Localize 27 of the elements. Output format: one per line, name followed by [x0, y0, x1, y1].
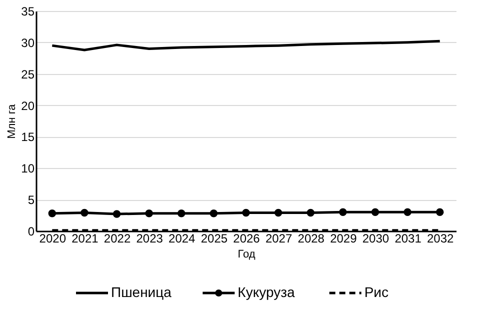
x-tick-label: 2020 — [39, 232, 66, 246]
x-tick-label: 2024 — [168, 232, 196, 246]
y-tick-label: 35 — [21, 4, 35, 18]
legend-label: Кукуруза — [238, 284, 295, 300]
y-tick-label: 25 — [21, 67, 35, 82]
legend-label: Пшеница — [111, 284, 172, 300]
x-tick-label: 2032 — [426, 232, 454, 246]
x-tick-label: 2021 — [72, 232, 99, 246]
x-tick-label: 2023 — [136, 232, 164, 246]
y-tick-label: 15 — [21, 130, 35, 144]
y-tick-label: 10 — [21, 162, 35, 176]
x-tick-label: 2025 — [200, 232, 228, 246]
x-axis-title: Год — [238, 248, 256, 260]
legend-label: Рис — [364, 284, 389, 300]
y-tick-label: 20 — [21, 98, 35, 113]
x-tick-label: 2031 — [394, 232, 422, 246]
y-axis-title: Млн га — [6, 103, 18, 139]
line-series — [50, 40, 442, 52]
y-tick-label: 0 — [28, 224, 35, 238]
x-tick-label: 2030 — [362, 232, 390, 246]
x-tick-label: 2028 — [298, 232, 325, 246]
x-tick-label: 2026 — [233, 232, 260, 246]
x-tick-label: 2029 — [330, 232, 358, 246]
x-tick-label: 2027 — [265, 232, 292, 246]
y-tick-label: 5 — [28, 193, 35, 208]
x-tick-label: 2022 — [104, 232, 131, 246]
y-tick-label: 30 — [21, 36, 35, 50]
